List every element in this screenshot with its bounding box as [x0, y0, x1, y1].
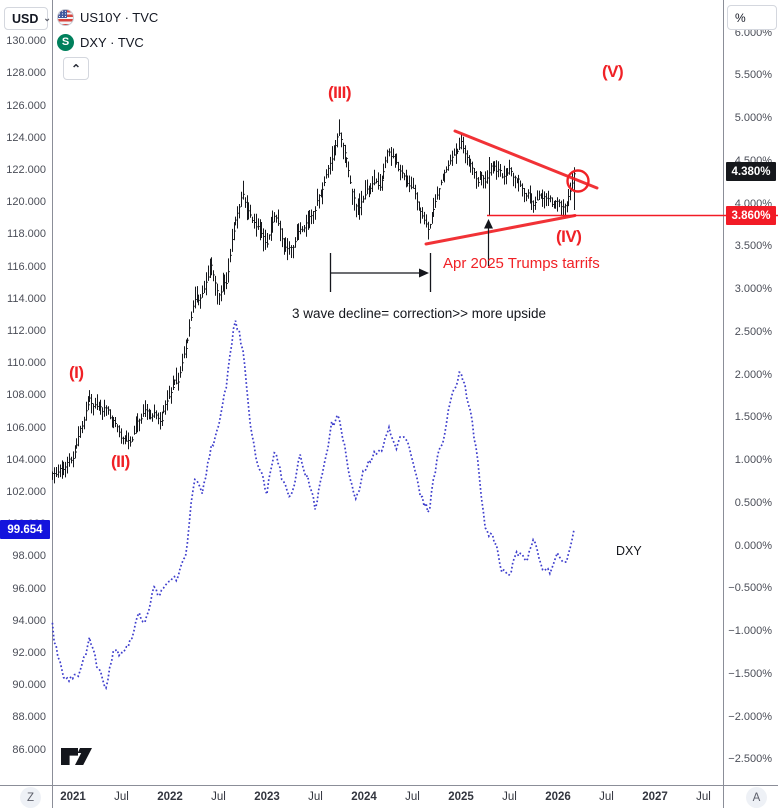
right-axis-tick: 1.500%	[734, 411, 772, 424]
right-axis-tick: −2.000%	[728, 710, 772, 723]
left-axis-tick: 126.000	[6, 99, 46, 112]
left-axis-tick: 90.000	[12, 679, 46, 692]
time-tick-month: Jul	[405, 791, 420, 803]
time-axis[interactable]: Z A 2021 Jul 2022 Jul 2023 Jul 2024 Jul 2025 Jul 2…	[0, 785, 778, 808]
right-axis-tick: 5.000%	[734, 112, 772, 124]
time-tick-year: 2021	[60, 791, 86, 803]
timezone-button[interactable]: Z	[20, 787, 41, 808]
dxy-last-price-label: 99.654	[0, 520, 50, 539]
descending-trendline[interactable]	[453, 129, 599, 190]
left-price-axis[interactable]	[0, 0, 52, 785]
time-tick-month: Jul	[308, 791, 323, 803]
legend-title-dxy: DXY · TVC	[80, 34, 144, 50]
chevron-down-icon: ⌄	[43, 13, 51, 23]
elliott-wave-5-label[interactable]: (V)	[602, 62, 624, 81]
measure-bracket[interactable]	[329, 253, 432, 292]
time-tick-year: 2024	[351, 791, 377, 803]
time-axis-left-separator	[52, 786, 53, 808]
legend-title-us10y: US10Y · TVC	[80, 9, 159, 25]
right-axis-tick: 2.500%	[734, 325, 772, 338]
decline-annotation[interactable]: 3 wave decline= correction>> more upside	[292, 306, 547, 321]
right-axis-tick: 3.500%	[734, 240, 772, 253]
time-tick-month: Jul	[211, 791, 226, 803]
time-tick-year: 2025	[448, 791, 474, 803]
percent-button-label: %	[735, 10, 746, 25]
tradingview-logo-icon[interactable]	[61, 748, 92, 765]
left-axis-tick: 86.000	[12, 743, 46, 756]
chevron-up-icon: ⌃	[70, 61, 82, 76]
breakout-circle[interactable]	[566, 169, 590, 193]
usd-button-label: USD	[12, 11, 39, 26]
elliott-wave-4-label[interactable]: (IV)	[556, 227, 582, 246]
right-axis-percent-button[interactable]: %	[727, 5, 777, 30]
legend-item-dxy[interactable]: S DXY · TVC	[57, 32, 144, 52]
time-tick-month: Jul	[599, 791, 614, 803]
left-axis-tick: 108.000	[6, 389, 46, 402]
right-axis-tick: −1.500%	[728, 667, 772, 680]
right-axis-tick: 5.500%	[734, 69, 772, 82]
us10y-close-ticks	[52, 132, 576, 476]
measure-arrow-head	[419, 268, 429, 278]
dxy-dotted-line[interactable]	[51, 320, 575, 691]
elliott-wave-2-label[interactable]: (II)	[111, 452, 130, 471]
time-tick-year: 2023	[254, 791, 280, 803]
left-axis-tick: 130.000	[6, 35, 46, 48]
left-axis-tick: 124.000	[6, 131, 46, 144]
legend-item-us10y[interactable]: US10Y · TVC	[57, 7, 158, 27]
legend-collapse-button[interactable]: ⌃	[63, 57, 89, 80]
left-axis-tick: 96.000	[12, 582, 46, 595]
s-circle-icon: S	[57, 33, 74, 51]
right-axis-tick: 4.500%	[734, 154, 772, 167]
left-axis-tick: 94.000	[12, 614, 46, 627]
right-axis-tick: 6.000%	[734, 26, 772, 39]
right-axis-tick: 4.000%	[734, 197, 772, 210]
right-axis-tick: 1.000%	[734, 454, 772, 466]
left-axis-tick: 128.000	[6, 67, 46, 80]
time-tick-month: Jul	[114, 791, 129, 803]
time-axis-right-separator	[723, 786, 724, 808]
right-axis-tick: 0.000%	[734, 539, 772, 552]
left-axis-tick: 102.000	[6, 485, 46, 498]
left-axis-tick: 88.000	[12, 711, 46, 724]
right-axis-tick: 3.000%	[734, 283, 772, 295]
left-axis-tick: 116.000	[7, 260, 46, 273]
right-axis-tick: 2.000%	[734, 368, 772, 381]
left-axis-tick: 112.000	[7, 324, 46, 337]
time-tick-month: Jul	[696, 791, 711, 803]
us10y-hlc-bars[interactable]	[52, 119, 575, 484]
right-axis-tick: 0.500%	[734, 496, 772, 509]
right-axis-tick: −1.000%	[728, 625, 772, 637]
elliott-wave-1-label[interactable]: (I)	[69, 363, 84, 382]
elliott-wave-3-label[interactable]: (III)	[328, 83, 352, 102]
tariff-arrow-head	[484, 219, 493, 229]
left-axis-tick: 98.000	[12, 550, 46, 563]
left-axis-tick: 110.000	[7, 357, 46, 370]
left-axis-tick: 92.000	[12, 646, 46, 659]
ascending-trendline[interactable]	[424, 214, 577, 246]
right-axis-tick: −0.500%	[728, 582, 772, 595]
left-axis-tick: 118.000	[7, 228, 46, 241]
left-axis-tick: 106.000	[6, 421, 46, 434]
left-axis-currency-button[interactable]: USD ⌄	[4, 7, 51, 30]
right-price-axis[interactable]	[723, 0, 778, 785]
left-axis-tick: 114.000	[7, 292, 46, 305]
support-level-label: 3.860%	[726, 206, 776, 225]
adjust-button[interactable]: A	[746, 787, 767, 808]
left-axis-tick: 104.000	[6, 453, 46, 466]
time-tick-year: 2022	[157, 791, 183, 803]
time-tick-month: Jul	[502, 791, 517, 803]
left-axis-tick: 122.000	[6, 163, 46, 176]
dxy-line-text-label[interactable]: DXY	[616, 544, 642, 558]
time-tick-year: 2026	[545, 791, 571, 803]
left-axis-tick: 120.000	[6, 196, 46, 209]
us-flag-icon	[57, 8, 74, 26]
time-tick-year: 2027	[642, 791, 668, 803]
right-axis-tick: −2.500%	[728, 753, 772, 766]
us10y-last-price-label: 4.380%	[726, 162, 776, 181]
tariff-annotation[interactable]: Apr 2025 Trumps tarrifs	[443, 255, 600, 272]
